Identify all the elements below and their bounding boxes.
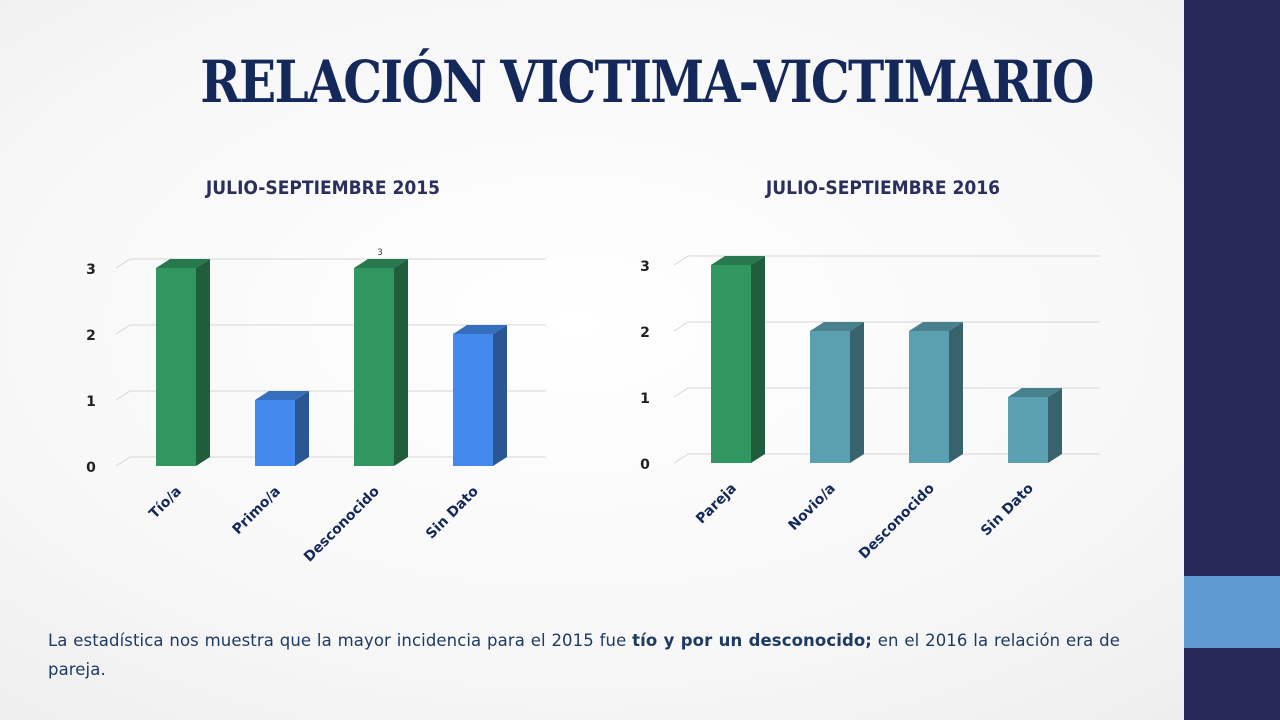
chart-title-2016: JULIO-SEPTIEMBRE 2016 — [765, 177, 1001, 199]
x-tick-label: Pareja — [693, 481, 740, 528]
bar-top — [156, 259, 210, 268]
bar — [354, 268, 394, 466]
bar — [711, 265, 751, 463]
bar-top — [354, 259, 408, 268]
caption-text: La estadística nos muestra que la mayor … — [48, 626, 1120, 684]
x-tick-label: Sin Dato — [978, 480, 1037, 539]
y-tick-label: 0 — [86, 460, 96, 476]
y-tick-label: 1 — [86, 394, 96, 410]
y-tick-label: 3 — [86, 262, 96, 278]
bar — [810, 331, 850, 463]
bar-top — [711, 256, 765, 265]
bar-top — [909, 322, 963, 331]
gridline-diagonal — [115, 390, 131, 401]
bar — [156, 268, 196, 466]
gridline-diagonal — [115, 456, 131, 467]
chart-title-2015: JULIO-SEPTIEMBRE 2015 — [205, 177, 441, 199]
bar-top — [255, 391, 309, 400]
gridline-diagonal — [115, 258, 131, 269]
bar-top — [1008, 388, 1062, 397]
slide-title: RELACIÓN VICTIMA-VICTIMARIO — [200, 48, 1094, 116]
gridline-diagonal — [673, 255, 689, 266]
y-tick-label: 1 — [640, 391, 650, 407]
gridline-diagonal — [673, 453, 689, 464]
gridline-diagonal — [115, 324, 131, 335]
bar-side — [493, 325, 507, 466]
y-tick-label: 2 — [86, 328, 96, 344]
bar-chart-2016: 0 1 2 3 Pareja Novio/a Desconocido Sin Dato — [640, 255, 1100, 562]
bar — [453, 334, 493, 466]
caption-part-1: La estadística nos muestra que la mayor … — [48, 631, 633, 650]
bar-side — [1048, 388, 1062, 463]
data-label: 3 — [377, 248, 383, 258]
bar — [909, 331, 949, 463]
y-tick-label: 2 — [640, 325, 650, 341]
bar-side — [949, 322, 963, 463]
bar-side — [295, 391, 309, 466]
bar-side — [196, 259, 210, 466]
y-tick-label: 3 — [640, 259, 650, 275]
bar-top — [453, 325, 507, 334]
y-tick-label: 0 — [640, 457, 650, 473]
caption-part-2: en el 2016 la relación era de pareja. — [48, 631, 1120, 679]
bar — [255, 400, 295, 466]
x-tick-label: Novio/a — [785, 481, 838, 534]
side-accent — [1184, 576, 1280, 648]
gridline-diagonal — [673, 321, 689, 332]
bar-top — [810, 322, 864, 331]
x-tick-label: Desconocido — [856, 480, 938, 562]
bar-side — [751, 256, 765, 463]
bar — [1008, 397, 1048, 463]
gridline-diagonal — [673, 387, 689, 398]
bar-side — [850, 322, 864, 463]
caption-bold: tío y por un desconocido; — [632, 631, 872, 650]
bar-side — [394, 259, 408, 466]
